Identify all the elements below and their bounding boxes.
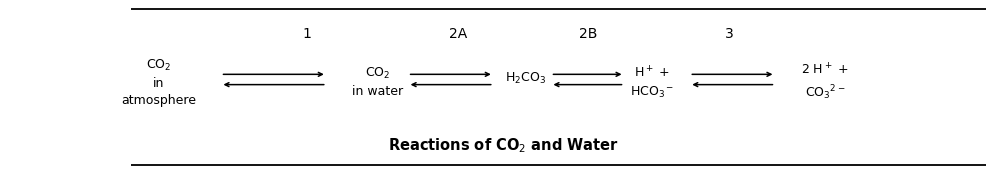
- Text: H$_2$CO$_3$: H$_2$CO$_3$: [505, 71, 545, 86]
- Text: CO$_2$
in water: CO$_2$ in water: [352, 66, 402, 98]
- Text: 2 H$^+$ +
CO$_3$$^{2-}$: 2 H$^+$ + CO$_3$$^{2-}$: [801, 62, 849, 102]
- Text: Reactions of CO$_2$ and Water: Reactions of CO$_2$ and Water: [387, 137, 619, 155]
- Text: 1: 1: [303, 27, 311, 41]
- Text: CO$_2$
in
atmosphere: CO$_2$ in atmosphere: [122, 58, 196, 107]
- Text: H$^+$ +
HCO$_3$$^-$: H$^+$ + HCO$_3$$^-$: [630, 65, 674, 100]
- Text: 3: 3: [725, 27, 733, 41]
- Text: 2A: 2A: [449, 27, 467, 41]
- Text: 2B: 2B: [579, 27, 598, 41]
